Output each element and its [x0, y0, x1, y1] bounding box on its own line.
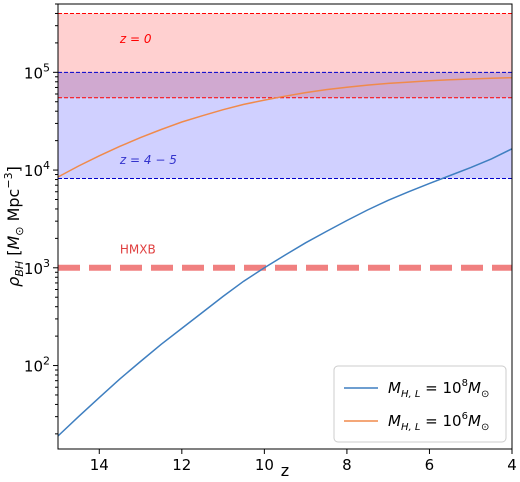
y-tick-label-1: 103: [24, 257, 50, 278]
legend-label-1: MH, L = 106M⊙: [388, 411, 489, 433]
y-axis: 102 103 104 105: [24, 3, 58, 435]
x-tick-label-1: 12: [172, 456, 191, 474]
hline-label-0: HMXB: [120, 243, 156, 257]
y-tick-label-2: 104: [24, 159, 50, 180]
series-layer: [57, 76, 513, 437]
band-label-0: z = 0: [119, 32, 152, 46]
y-tick-label-3: 105: [24, 61, 50, 82]
x-tick-label-5: 4: [507, 456, 517, 474]
legend-box: [333, 365, 507, 443]
band-labels: z = 0 z = 4 − 5 HMXB: [119, 32, 177, 257]
x-tick-label-2: 10: [255, 456, 274, 474]
plot-frame: [57, 3, 513, 450]
legend-label-0: MH, L = 108M⊙: [388, 378, 489, 400]
band-1: [58, 72, 512, 179]
x-tick-label-4: 6: [425, 456, 435, 474]
y-axis-label: ρBH [M⊙ Mpc−3]: [2, 166, 26, 287]
x-tick-label-0: 14: [90, 456, 109, 474]
series-line-1: [57, 76, 513, 178]
bands-layer: [58, 12, 512, 179]
band-label-1: z = 4 − 5: [119, 153, 177, 167]
series-line-0: [57, 148, 513, 437]
legend: MH, L = 108M⊙ MH, L = 106M⊙: [333, 365, 507, 443]
x-axis-label: z: [281, 461, 289, 480]
x-axis: 14 12 10 8 6 4: [90, 449, 517, 474]
y-tick-label-0: 102: [24, 355, 50, 376]
x-tick-label-3: 8: [342, 456, 352, 474]
